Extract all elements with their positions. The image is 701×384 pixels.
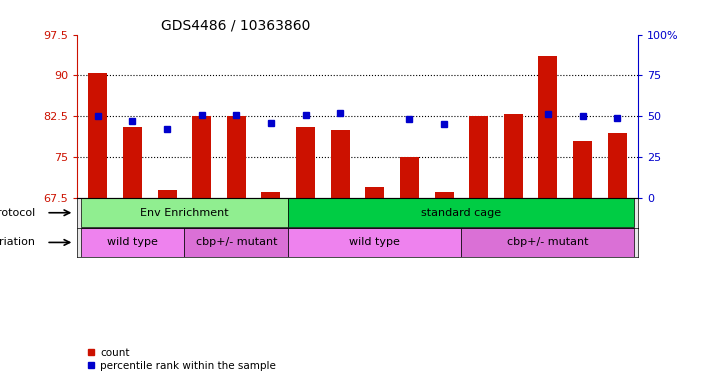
Bar — [227, 116, 246, 198]
Bar — [261, 192, 280, 198]
Bar — [192, 116, 211, 198]
Bar — [435, 192, 454, 198]
Bar — [400, 157, 419, 198]
Text: cbp+/- mutant: cbp+/- mutant — [507, 237, 589, 247]
Bar — [365, 187, 384, 198]
Bar — [184, 228, 288, 257]
Bar — [123, 127, 142, 198]
Legend: count, percentile rank within the sample: count, percentile rank within the sample — [82, 344, 280, 375]
Text: standard cage: standard cage — [421, 208, 501, 218]
Text: genotype/variation: genotype/variation — [0, 237, 35, 247]
Text: wild type: wild type — [107, 237, 158, 247]
Bar — [88, 73, 107, 198]
Text: protocol: protocol — [0, 208, 35, 218]
Bar — [81, 199, 288, 227]
Bar — [538, 56, 557, 198]
Bar — [331, 130, 350, 198]
Text: wild type: wild type — [349, 237, 400, 247]
Bar — [461, 228, 634, 257]
Bar — [288, 199, 634, 227]
Bar — [158, 190, 177, 198]
Bar — [288, 228, 461, 257]
Text: GDS4486 / 10363860: GDS4486 / 10363860 — [161, 18, 311, 32]
Bar — [504, 114, 523, 198]
Bar — [608, 132, 627, 198]
Bar — [296, 127, 315, 198]
Bar — [81, 228, 184, 257]
Text: Env Enrichment: Env Enrichment — [140, 208, 229, 218]
Bar — [573, 141, 592, 198]
Bar — [469, 116, 488, 198]
Text: cbp+/- mutant: cbp+/- mutant — [196, 237, 277, 247]
